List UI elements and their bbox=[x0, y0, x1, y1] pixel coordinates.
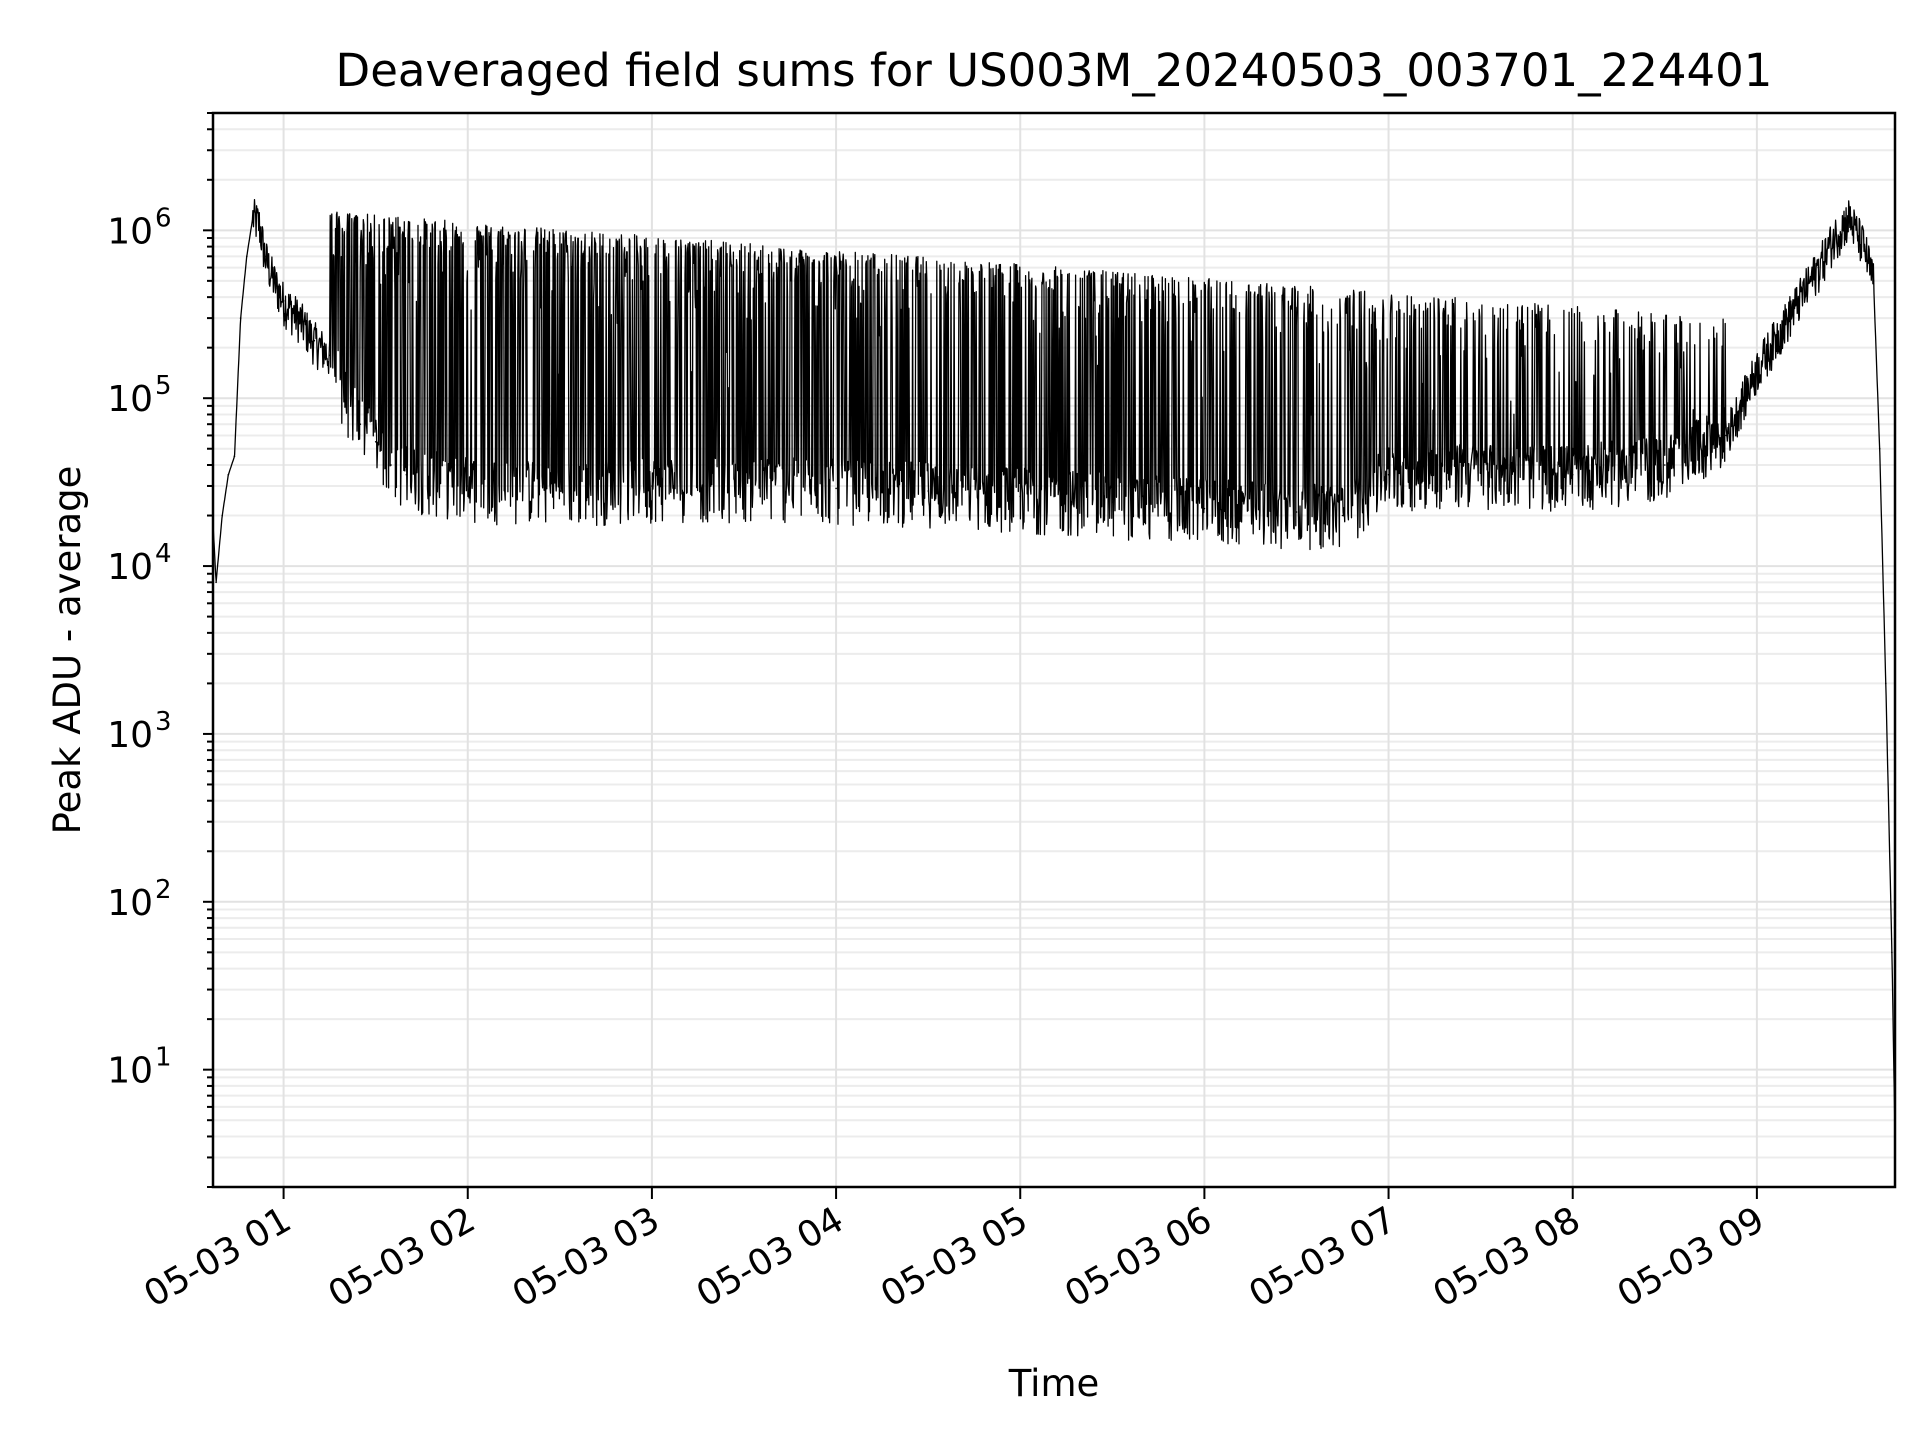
data-point bbox=[374, 441, 377, 443]
data-point bbox=[467, 485, 469, 487]
data-point bbox=[282, 300, 285, 302]
data-point bbox=[298, 317, 300, 319]
data-point bbox=[1019, 495, 1021, 498]
data-point bbox=[1479, 471, 1482, 474]
data-point bbox=[313, 339, 316, 342]
data-point bbox=[1571, 473, 1574, 476]
data-point bbox=[246, 255, 248, 258]
data-point bbox=[1832, 237, 1835, 239]
data-point bbox=[436, 480, 438, 483]
data-point bbox=[276, 287, 279, 290]
data-point bbox=[1885, 682, 1887, 685]
data-point bbox=[1664, 464, 1666, 466]
data-point bbox=[405, 473, 408, 476]
data-point bbox=[1756, 367, 1758, 370]
data-point bbox=[1878, 447, 1881, 450]
y-tick-label: 10 bbox=[107, 547, 153, 588]
data-point bbox=[1891, 951, 1893, 954]
y-tick-label: 10 bbox=[107, 379, 153, 420]
data-point bbox=[835, 487, 837, 490]
y-tick-label-exponent: 4 bbox=[155, 539, 172, 569]
data-point bbox=[1341, 514, 1344, 517]
y-tick-label-exponent: 6 bbox=[155, 203, 172, 233]
y-tick-label: 10 bbox=[107, 1051, 153, 1092]
data-point bbox=[651, 485, 653, 487]
y-tick-label: 10 bbox=[107, 211, 153, 252]
data-point bbox=[1387, 473, 1390, 476]
data-point bbox=[1848, 216, 1850, 218]
data-point bbox=[1863, 245, 1866, 248]
data-point bbox=[559, 490, 561, 492]
data-point bbox=[1817, 266, 1820, 269]
data-point bbox=[927, 490, 929, 492]
data-point bbox=[215, 581, 217, 584]
data-point bbox=[252, 216, 254, 218]
data-point bbox=[390, 464, 392, 466]
data-point bbox=[1111, 501, 1114, 504]
data-point bbox=[233, 455, 236, 458]
x-axis-label: Time bbox=[1008, 1362, 1100, 1405]
series-layer bbox=[212, 199, 1896, 1138]
data-point bbox=[344, 397, 346, 400]
data-point bbox=[227, 473, 230, 476]
data-point bbox=[743, 485, 745, 487]
data-point bbox=[221, 514, 223, 517]
chart-title: Deaveraged field sums for US003M_2024050… bbox=[336, 44, 1773, 97]
y-tick-label: 10 bbox=[107, 715, 153, 756]
data-point bbox=[1786, 317, 1789, 319]
y-tick-label: 10 bbox=[107, 883, 153, 924]
data-point bbox=[1872, 280, 1875, 282]
data-point bbox=[239, 317, 242, 319]
data-point bbox=[1295, 511, 1298, 513]
data-point bbox=[258, 222, 260, 225]
data-point bbox=[1725, 434, 1727, 437]
y-tick-label-exponent: 5 bbox=[155, 371, 172, 401]
data-point bbox=[270, 273, 273, 275]
y-tick-label-exponent: 1 bbox=[155, 1043, 172, 1073]
data-point bbox=[1203, 507, 1206, 510]
plot-frame bbox=[211, 111, 1897, 1189]
data-point bbox=[328, 354, 331, 357]
series-line bbox=[212, 199, 1896, 1137]
y-tick-label-exponent: 2 bbox=[155, 875, 172, 905]
y-tick-label-exponent: 3 bbox=[155, 707, 172, 737]
data-point bbox=[264, 255, 267, 258]
data-point bbox=[359, 423, 362, 426]
y-axis-label: Peak ADU - average bbox=[46, 466, 89, 835]
